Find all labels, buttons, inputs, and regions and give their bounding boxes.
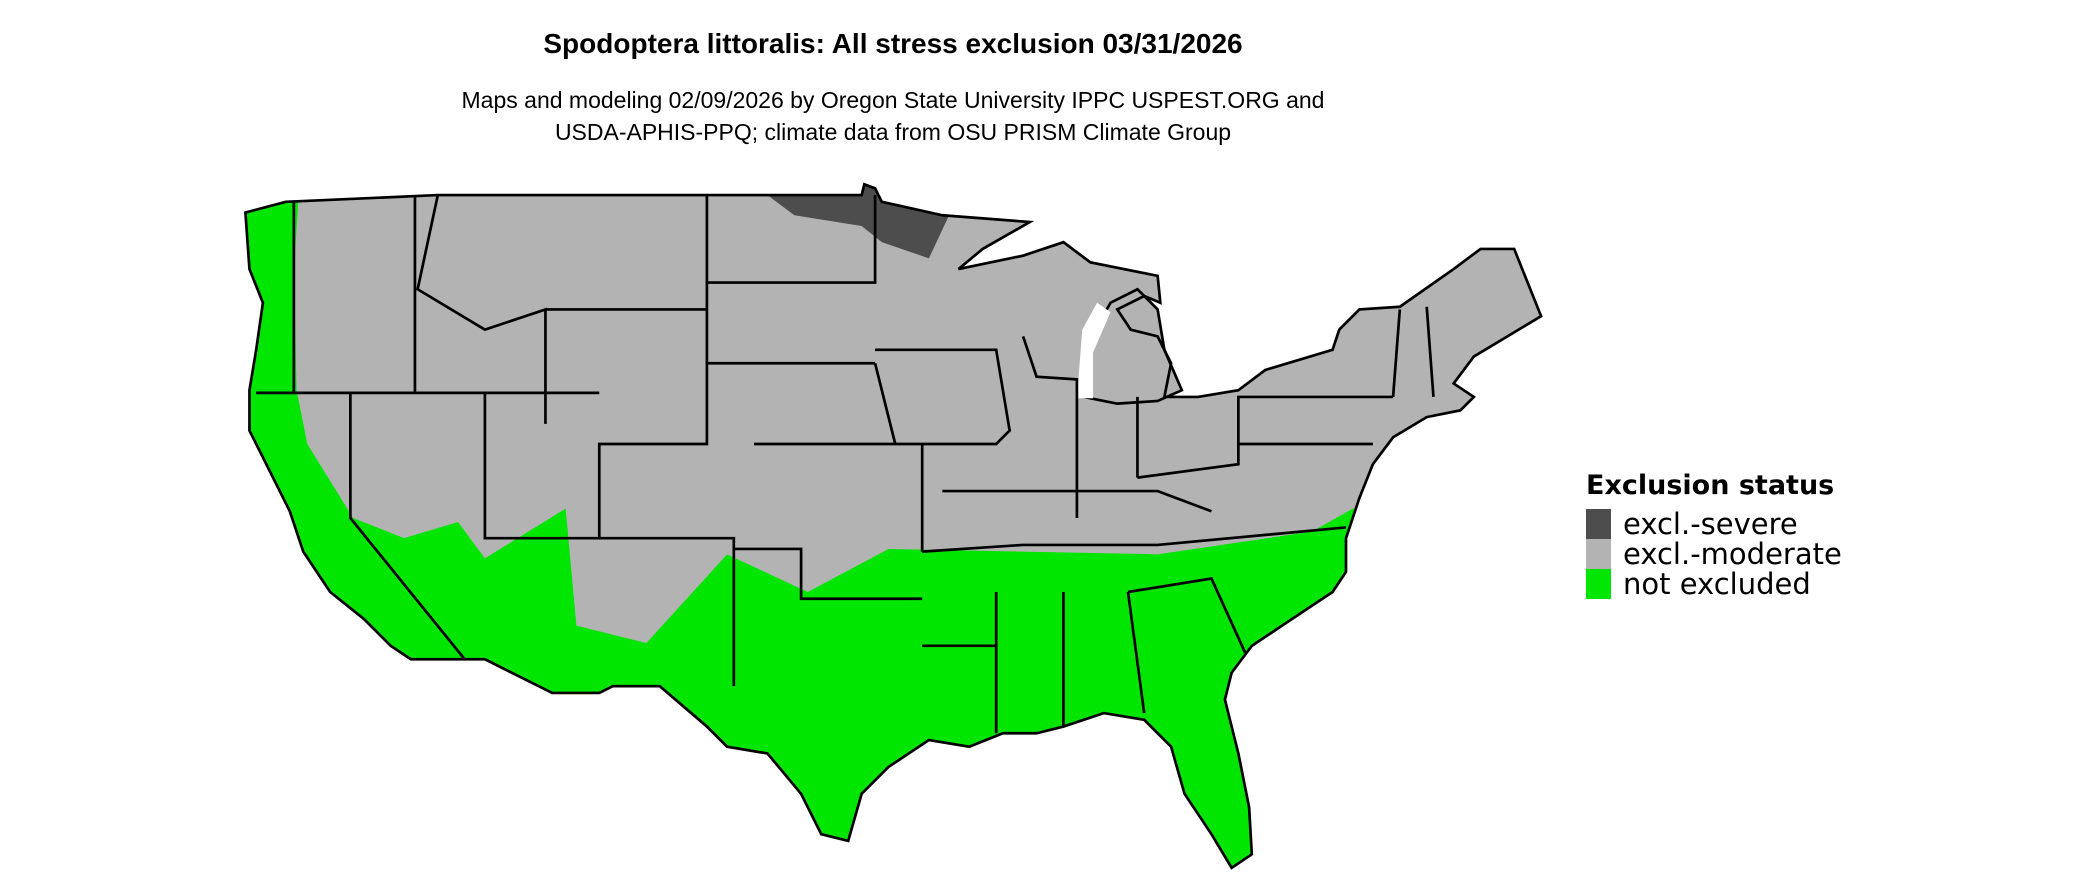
lake-michigan [1076, 302, 1111, 399]
state-borders [244, 182, 1543, 870]
legend-item-severe: excl.-severe [1586, 509, 1842, 539]
legend-item-not-excluded: not excluded [1586, 569, 1842, 599]
subtitle-line-2: USDA-APHIS-PPQ; climate data from OSU PR… [554, 119, 1232, 145]
legend-swatch-not-excluded [1586, 569, 1611, 599]
legend-label: excl.-moderate [1623, 537, 1842, 571]
legend-label: not excluded [1623, 567, 1811, 601]
legend-swatch-moderate [1586, 539, 1611, 569]
legend: Exclusion status excl.-severe excl.-mode… [1586, 470, 1842, 599]
subtitle-line-1: Maps and modeling 02/09/2026 by Oregon S… [461, 87, 1325, 113]
legend-swatch-severe [1586, 509, 1611, 539]
legend-label: excl.-severe [1623, 507, 1798, 541]
legend-title: Exclusion status [1586, 470, 1835, 501]
legend-item-moderate: excl.-moderate [1586, 539, 1842, 569]
map-subtitle: Maps and modeling 02/09/2026 by Oregon S… [0, 84, 1786, 148]
map-title: Spodoptera littoralis: All stress exclus… [543, 28, 1243, 59]
